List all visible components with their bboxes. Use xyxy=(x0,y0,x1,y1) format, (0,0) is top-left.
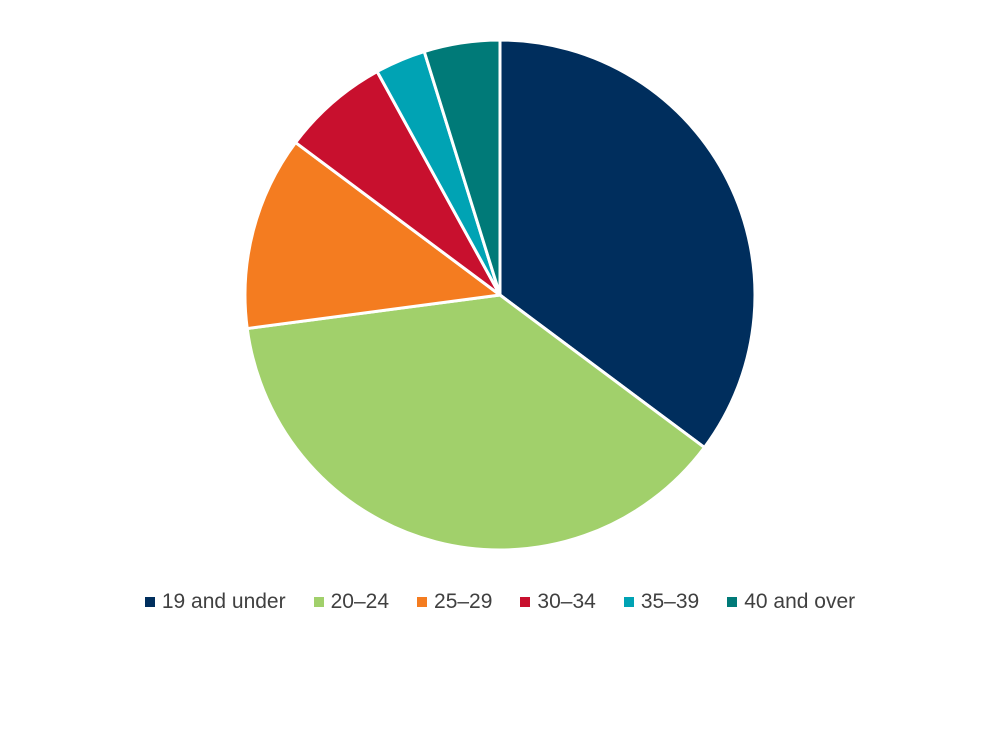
legend-label: 25–29 xyxy=(434,590,493,613)
legend-item: 19 and under xyxy=(144,590,286,614)
legend-item: 25–29 xyxy=(417,590,492,614)
legend-item: 30–34 xyxy=(520,590,596,614)
chart-legend: 19 and under 20–24 25–29 30–34 35–39 40 and o… xyxy=(0,590,1000,614)
pie-slice-20-24 xyxy=(245,293,706,552)
legend-label: 40 and over xyxy=(744,590,856,613)
legend-label: 30–34 xyxy=(537,590,596,613)
legend-label: 35–39 xyxy=(640,590,700,613)
legend-swatch xyxy=(520,597,531,607)
legend-swatch xyxy=(417,597,428,607)
legend-swatch xyxy=(623,597,634,607)
legend-item: 35–39 xyxy=(623,590,700,614)
pie-slice-40-and-over xyxy=(422,38,502,297)
legend-swatch xyxy=(144,597,155,607)
legend-swatch xyxy=(727,597,738,607)
legend-label: 20–24 xyxy=(330,590,390,613)
legend-item: 20–24 xyxy=(313,590,390,614)
pie-slice-30-34 xyxy=(294,70,502,297)
pie-slice-25-29 xyxy=(243,141,502,331)
legend-label: 19 and under xyxy=(161,590,286,613)
legend-swatch xyxy=(313,597,324,607)
legend-item: 40 and over xyxy=(727,590,855,614)
pie-slice-19-and-under xyxy=(498,38,757,449)
